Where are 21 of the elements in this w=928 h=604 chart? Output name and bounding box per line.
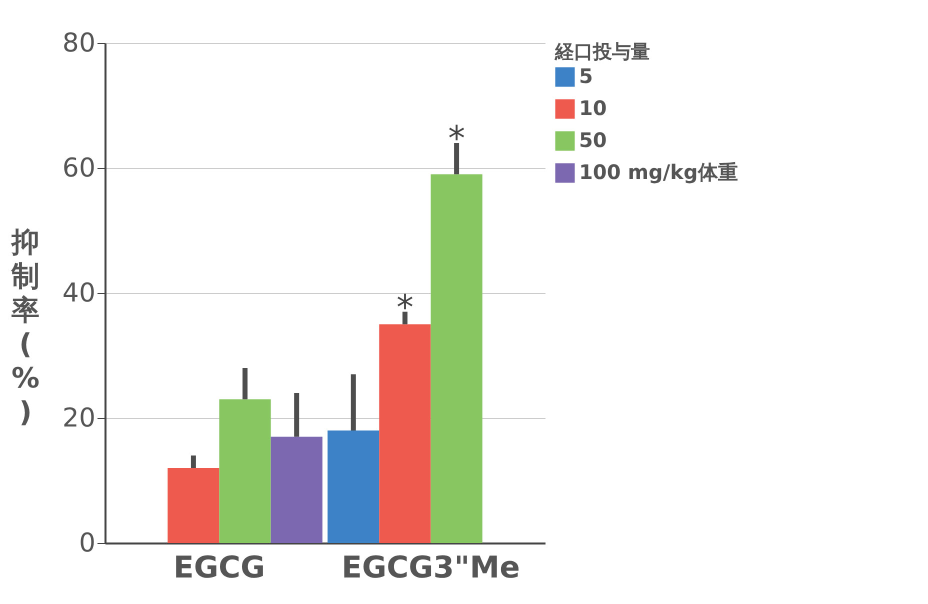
legend-label: 50 <box>579 128 607 152</box>
bar <box>430 174 482 543</box>
x-tick-label: EGCG3"Me <box>342 550 520 586</box>
bar <box>168 468 220 543</box>
annotation: * <box>448 119 466 159</box>
y-tick-label: 40 <box>62 278 96 308</box>
legend-label: 100 mg/kg体重 <box>579 160 738 184</box>
y-tick-label: 60 <box>62 154 96 184</box>
bar <box>270 436 322 543</box>
y-tick-label: 0 <box>78 528 96 558</box>
y-tick-label: 80 <box>62 28 96 58</box>
y-tick-label: 20 <box>62 404 96 434</box>
bar <box>219 399 271 543</box>
bar <box>328 430 380 543</box>
bar <box>379 324 431 543</box>
legend-title: 経口投与量 <box>554 41 650 63</box>
x-tick-label: EGCG <box>173 550 266 586</box>
legend-label: 5 <box>579 64 593 88</box>
legend-label: 10 <box>579 96 607 120</box>
annotation: * <box>396 288 414 328</box>
y-axis-title: 抑制率(%) <box>10 226 40 428</box>
